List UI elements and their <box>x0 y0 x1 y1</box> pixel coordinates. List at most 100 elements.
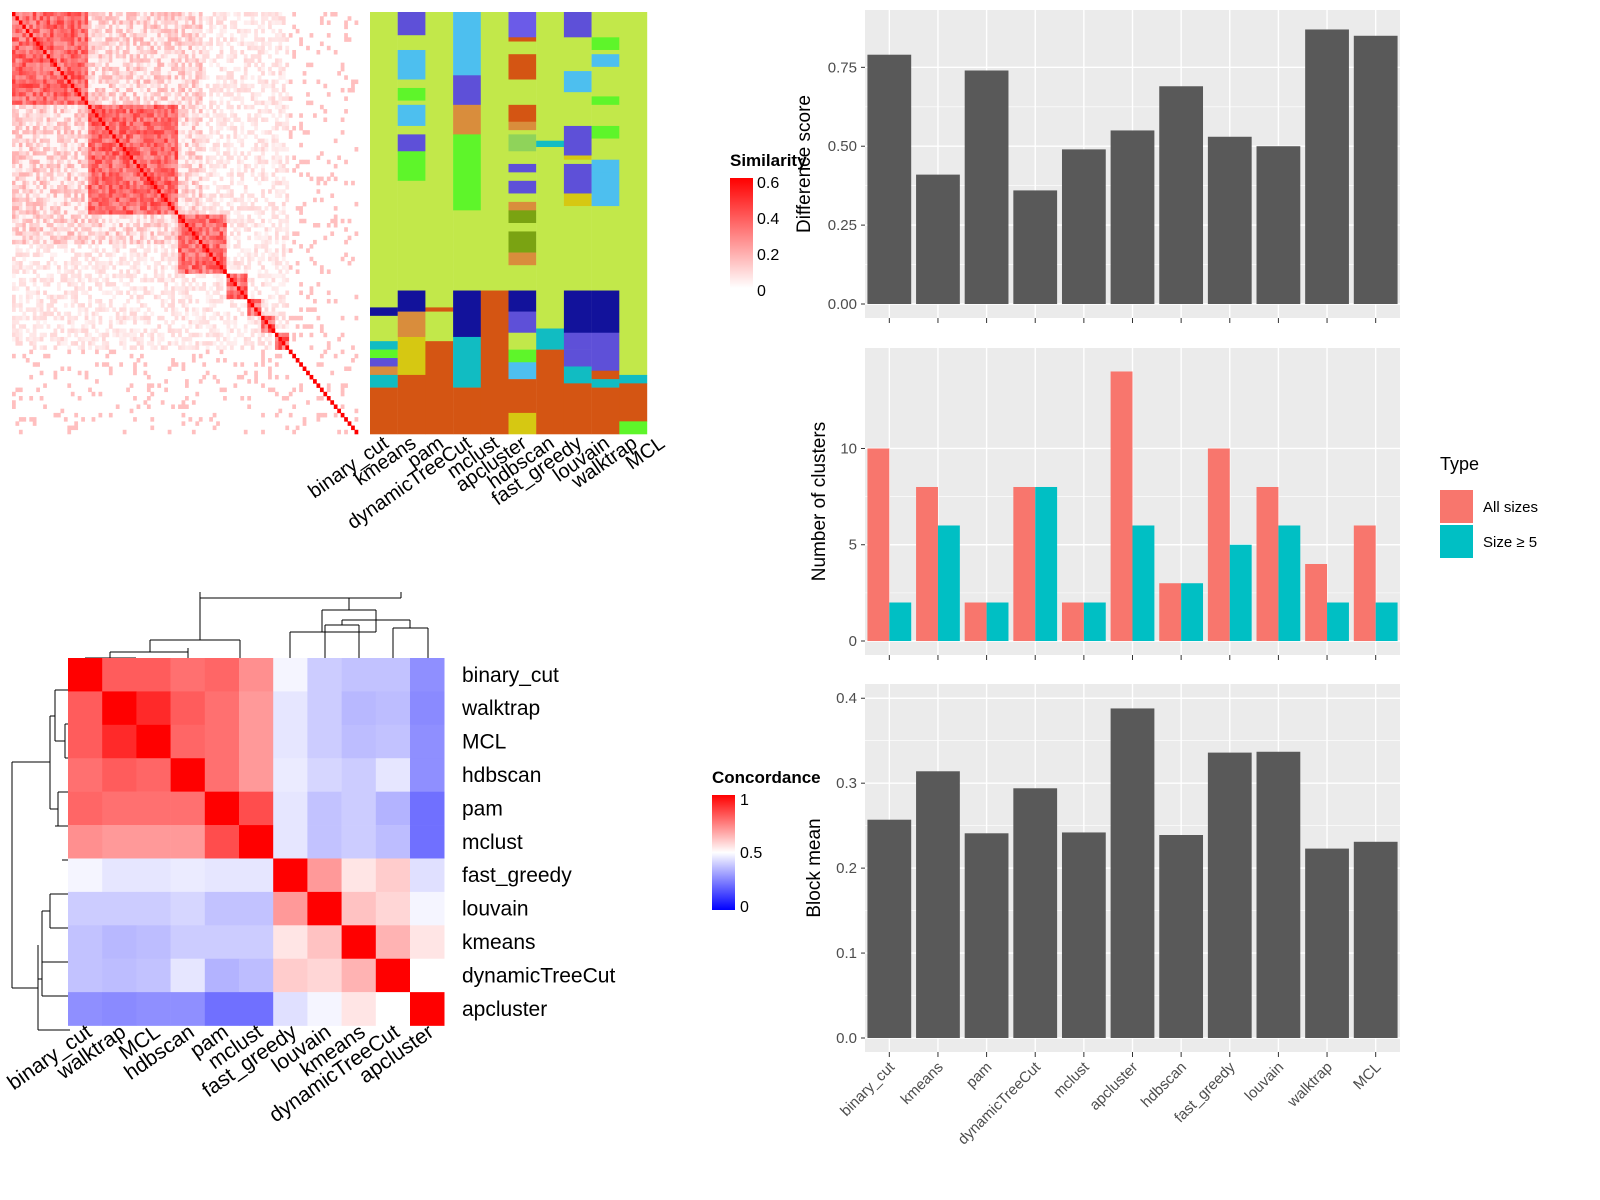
similarity-cell <box>126 28 130 34</box>
similarity-cell <box>146 66 151 72</box>
similarity-cell <box>202 92 207 97</box>
similarity-cell <box>285 96 290 101</box>
similarity-cell <box>198 100 203 106</box>
similarity-cell <box>181 28 186 34</box>
similarity-cell <box>56 104 61 110</box>
similarity-cell <box>136 197 141 203</box>
similarity-cell <box>202 201 207 207</box>
similarity-cell <box>108 290 113 296</box>
similarity-cell <box>91 58 96 63</box>
similarity-cell <box>261 210 265 215</box>
similarity-cell <box>63 142 68 148</box>
similarity-cell <box>101 71 106 76</box>
similarity-cell <box>18 282 23 287</box>
similarity-cell <box>254 210 258 215</box>
similarity-cell <box>278 37 283 42</box>
similarity-cell <box>319 324 324 329</box>
similarity-cell <box>91 193 96 198</box>
similarity-cell <box>70 260 75 266</box>
similarity-cell <box>157 273 162 279</box>
similarity-cell <box>129 214 134 220</box>
similarity-cell <box>164 307 168 312</box>
similarity-cell <box>77 28 82 34</box>
similarity-cell <box>29 294 34 300</box>
similarity-cell <box>160 134 165 139</box>
similarity-cell <box>39 239 44 245</box>
similarity-cell <box>185 96 189 101</box>
similarity-cell <box>112 100 117 106</box>
similarity-cell <box>264 100 269 106</box>
similarity-cell <box>25 172 30 177</box>
similarity-cell <box>216 104 220 110</box>
similarity-cell <box>56 176 61 182</box>
similarity-cell <box>174 218 179 224</box>
similarity-cell <box>70 28 75 34</box>
similarity-cell <box>233 79 238 85</box>
similarity-cell <box>95 54 99 59</box>
similarity-cell <box>188 206 193 211</box>
similarity-cell <box>53 37 58 42</box>
similarity-cell <box>140 28 144 34</box>
similarity-cell <box>264 277 269 283</box>
similarity-cell <box>150 223 155 228</box>
similarity-cell <box>143 92 148 97</box>
similarity-cell <box>108 96 113 101</box>
similarity-cell <box>36 28 40 34</box>
similarity-cell <box>101 201 106 207</box>
similarity-cell <box>25 113 30 118</box>
similarity-cell <box>63 248 68 253</box>
similarity-cell <box>153 294 158 300</box>
similarity-cell <box>70 210 75 215</box>
similarity-cell <box>171 96 175 101</box>
similarity-cell <box>112 16 117 21</box>
similarity-cell <box>188 125 193 131</box>
similarity-cell <box>223 244 227 249</box>
similarity-cell <box>122 206 127 211</box>
similarity-cell <box>240 277 245 283</box>
similarity-cell <box>53 134 58 139</box>
similarity-cell <box>157 54 162 59</box>
similarity-cell <box>216 201 220 207</box>
similarity-cell <box>74 282 79 287</box>
similarity-cell <box>313 223 317 228</box>
similarity-cell <box>185 336 189 342</box>
similarity-cell <box>160 303 165 308</box>
similarity-cell <box>281 83 286 89</box>
similarity-cell <box>95 28 99 34</box>
similarity-cell <box>212 315 217 321</box>
similarity-cell <box>12 41 16 47</box>
similarity-cell <box>264 307 269 312</box>
similarity-cell <box>198 134 203 139</box>
similarity-cell <box>205 290 210 296</box>
similarity-cell <box>81 341 85 346</box>
similarity-cell <box>112 193 117 198</box>
similarity-cell <box>205 307 210 312</box>
similarity-cell <box>63 180 68 186</box>
similarity-cell <box>129 223 134 228</box>
similarity-cell <box>171 147 175 152</box>
similarity-cell <box>164 282 168 287</box>
similarity-cell <box>74 206 79 211</box>
similarity-cell <box>63 130 68 135</box>
similarity-cell <box>50 96 54 101</box>
similarity-cell <box>178 197 182 203</box>
similarity-cell <box>39 197 44 203</box>
similarity-cell <box>157 151 162 156</box>
similarity-cell <box>18 62 23 68</box>
similarity-cell <box>146 189 151 194</box>
similarity-cell <box>209 269 213 274</box>
similarity-cell <box>181 104 186 110</box>
similarity-cell <box>74 260 79 266</box>
similarity-cell <box>91 231 96 236</box>
similarity-cell <box>306 100 310 106</box>
similarity-cell <box>278 332 283 338</box>
similarity-cell <box>226 92 231 97</box>
similarity-cell <box>171 142 175 148</box>
similarity-cell <box>191 163 196 169</box>
similarity-cell <box>164 290 168 296</box>
similarity-cell <box>108 193 113 198</box>
similarity-cell <box>264 206 269 211</box>
similarity-cell <box>39 125 44 131</box>
similarity-cell <box>143 142 148 148</box>
similarity-cell <box>32 16 37 21</box>
